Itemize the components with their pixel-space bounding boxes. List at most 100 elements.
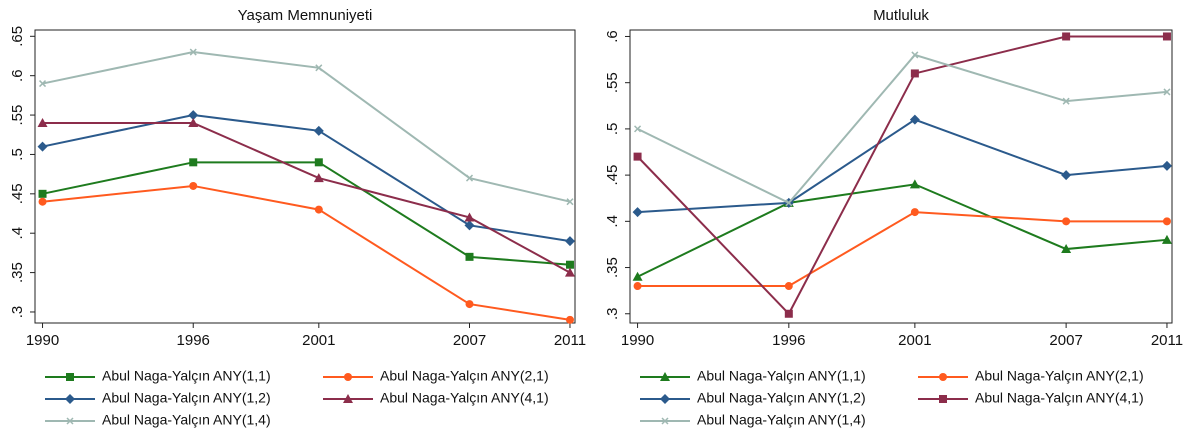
y-tick-label: .4 — [604, 215, 621, 228]
y-tick-label: .3 — [9, 306, 26, 319]
x-tick-label: 1990 — [26, 332, 59, 349]
y-tick-label: .45 — [604, 165, 621, 186]
marker — [464, 220, 475, 231]
marker — [565, 260, 574, 269]
marker — [633, 282, 642, 291]
y-tick-label: .45 — [9, 183, 26, 204]
marker — [465, 252, 474, 261]
series-line — [637, 183, 1168, 278]
marker — [313, 125, 324, 136]
legend-marker — [661, 417, 669, 425]
x-tick-label: 1996 — [772, 332, 805, 349]
plot-frame — [629, 29, 1173, 324]
marker — [1062, 32, 1071, 41]
marker — [634, 125, 642, 133]
marker — [38, 189, 47, 198]
x-tick-label: 2007 — [1049, 332, 1082, 349]
marker — [1161, 160, 1172, 171]
marker — [564, 236, 575, 247]
legend-label: Abul Naga-Yalçın ANY(1,2) — [697, 390, 866, 406]
y-tick-label: .5 — [604, 123, 621, 136]
marker — [314, 205, 323, 214]
series-line — [42, 51, 571, 203]
legend-label: Abul Naga-Yalçın ANY(1,2) — [102, 390, 271, 406]
series-line — [637, 118, 1168, 214]
y-tick-label: .4 — [9, 227, 26, 240]
y-tick-label: .65 — [9, 26, 26, 47]
marker — [1162, 217, 1171, 226]
y-tick-label: .55 — [9, 105, 26, 126]
marker — [632, 207, 643, 218]
marker — [39, 80, 47, 88]
x-tick-label: 2011 — [1151, 332, 1183, 349]
x-tick-label: 2011 — [554, 332, 586, 349]
marker — [910, 208, 919, 217]
x-tick-label: 2007 — [453, 332, 486, 349]
legend-marker — [344, 373, 352, 381]
series-line — [42, 121, 571, 274]
legend-label: Abul Naga-Yalçın ANY(1,1) — [697, 368, 866, 384]
marker — [189, 158, 198, 167]
marker — [314, 158, 323, 167]
marker — [465, 174, 474, 182]
marker — [464, 212, 475, 222]
marker — [909, 179, 920, 189]
legend-label: Abul Naga-Yalçın ANY(2,1) — [975, 368, 1144, 384]
x-tick-label: 2001 — [302, 332, 335, 349]
marker — [1061, 244, 1072, 254]
y-tick-label: .35 — [604, 257, 621, 278]
legend-label: Abul Naga-Yalçın ANY(1,1) — [102, 368, 271, 384]
marker — [1061, 170, 1072, 181]
legend-label: Abul Naga-Yalçın ANY(2,1) — [380, 368, 549, 384]
marker — [909, 114, 920, 125]
marker — [633, 152, 642, 161]
y-tick-label: .55 — [604, 72, 621, 93]
legend-marker — [660, 372, 670, 381]
legend-marker — [66, 417, 74, 425]
marker — [38, 197, 47, 206]
series-line — [42, 184, 571, 321]
marker — [910, 69, 919, 78]
y-tick-label: .6 — [9, 69, 26, 82]
series-line — [42, 161, 571, 266]
marker — [784, 309, 793, 318]
plot-frame — [34, 29, 576, 324]
marker — [1162, 32, 1171, 41]
marker — [313, 173, 324, 183]
marker — [565, 315, 574, 324]
marker — [632, 271, 643, 281]
marker — [315, 64, 323, 72]
series-line — [637, 211, 1167, 288]
marker — [188, 110, 199, 121]
legend-marker — [66, 373, 74, 381]
marker — [566, 198, 574, 206]
chart-title: Mutluluk — [873, 7, 929, 24]
marker — [189, 48, 197, 56]
y-tick-label: .6 — [604, 30, 621, 43]
marker — [564, 267, 575, 277]
legend-marker — [65, 394, 75, 404]
legend-label: Abul Naga-Yalçın ANY(4,1) — [975, 390, 1144, 406]
legend-marker — [939, 395, 947, 403]
legend-marker — [343, 394, 353, 403]
marker — [784, 282, 793, 291]
marker — [1161, 234, 1172, 244]
y-tick-label: .3 — [604, 307, 621, 320]
marker — [1163, 88, 1171, 96]
marker — [785, 199, 793, 207]
chart-title: Yaşam Memnuniyeti — [238, 7, 373, 24]
marker — [911, 51, 919, 59]
x-tick-label: 2001 — [898, 332, 931, 349]
legend-marker — [660, 394, 670, 404]
y-tick-label: .5 — [9, 148, 26, 161]
marker — [465, 300, 474, 309]
x-tick-label: 1996 — [177, 332, 210, 349]
marker — [1062, 97, 1070, 105]
series-line — [636, 35, 1167, 316]
marker — [188, 117, 199, 127]
legend-label: Abul Naga-Yalçın ANY(1,4) — [102, 412, 271, 428]
marker — [37, 117, 48, 127]
x-tick-label: 1990 — [621, 332, 654, 349]
marker — [1062, 217, 1071, 226]
